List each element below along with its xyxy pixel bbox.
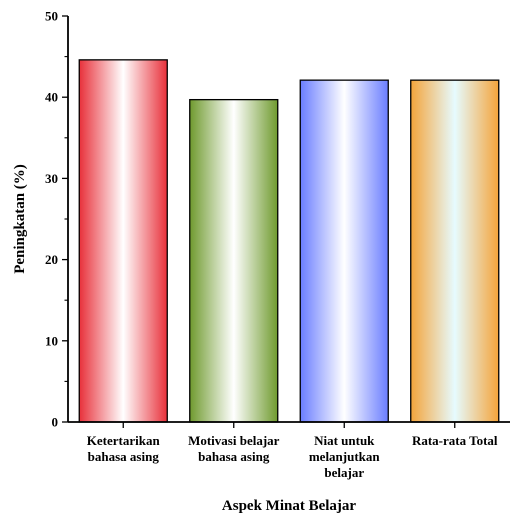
x-tick-label-1-line-2: bahasa asing xyxy=(88,449,160,464)
bars-layer xyxy=(78,59,500,423)
y-tick-label-40: 40 xyxy=(45,90,58,105)
y-tick-label-10: 10 xyxy=(45,333,58,348)
y-tick-label-0: 0 xyxy=(52,415,59,430)
y-tick-label-20: 20 xyxy=(45,252,58,267)
y-axis-title: Peningkatan (%) xyxy=(12,164,28,274)
x-tick-label-3-line-3: belajar xyxy=(324,465,364,480)
x-axis-title: Aspek Minat Belajar xyxy=(222,498,357,514)
x-tick-label-3-line-2: melanjutkan xyxy=(309,449,381,464)
x-tick-label-1-line-1: Ketertarikan xyxy=(87,433,161,448)
bar-4 xyxy=(410,79,500,423)
x-tick-label-2-line-2: bahasa asing xyxy=(198,449,270,464)
x-tick-label-4-line-1: Rata-rata Total xyxy=(412,433,498,448)
y-tick-label-50: 50 xyxy=(45,9,58,24)
x-tick-label-2-line-1: Motivasi belajar xyxy=(188,433,280,448)
bar-3 xyxy=(299,79,389,423)
y-tick-label-30: 30 xyxy=(45,171,58,186)
bar-1 xyxy=(78,59,168,423)
bar-2 xyxy=(189,98,279,423)
x-tick-label-3-line-1: Niat untuk xyxy=(314,433,375,448)
